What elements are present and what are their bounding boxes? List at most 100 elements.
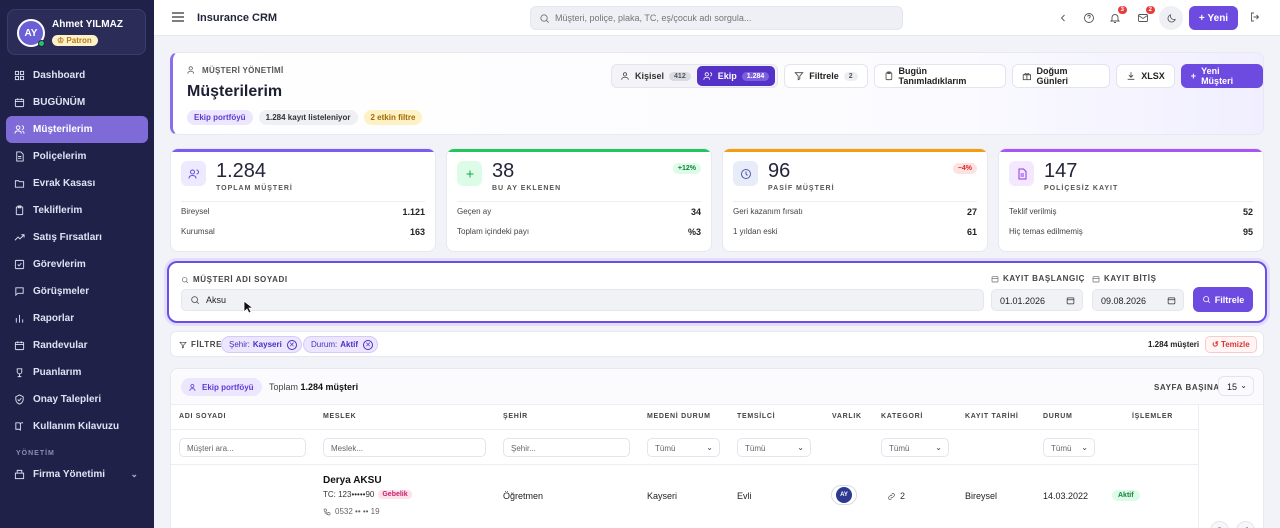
city-filter-input[interactable]: Şehir... bbox=[503, 438, 630, 457]
sidebar-item-kullanim-kilavuzu[interactable]: Kullanım Kılavuzu bbox=[6, 413, 148, 440]
column-header[interactable]: MESLEK bbox=[323, 413, 357, 420]
sidebar-item-policelerim[interactable]: Poliçelerim bbox=[6, 143, 148, 170]
today-label: Bugün Tanımladıklarım bbox=[898, 66, 967, 86]
marital-filter-select[interactable]: Tümü ⌄ bbox=[647, 438, 720, 457]
stat-row-key: Kurumsal bbox=[181, 227, 215, 236]
reset-icon: ↺ bbox=[1212, 340, 1221, 349]
filter-chip-city[interactable]: Şehir: Kayseri ✕ bbox=[221, 336, 302, 353]
calendar-icon bbox=[1092, 275, 1100, 282]
logout-button[interactable] bbox=[1249, 11, 1261, 26]
user-icon bbox=[621, 72, 629, 80]
sidebar-item-musterilerim[interactable]: Müşterilerim bbox=[6, 116, 148, 143]
job-filter-input[interactable]: Meslek... bbox=[323, 438, 486, 457]
sidebar-item-bugunum[interactable]: BUGÜNÜM bbox=[6, 89, 148, 116]
sidebar-item-satis-firsatlari[interactable]: Satış Fırsatları bbox=[6, 224, 148, 251]
apply-filter-button[interactable]: Filtrele bbox=[1193, 287, 1253, 312]
chip-key: Şehir: bbox=[229, 340, 250, 349]
label-text: KAYIT BAŞLANGIÇ bbox=[1003, 274, 1086, 283]
scope-personal-button[interactable]: Kişisel 412 bbox=[614, 66, 697, 86]
sidebar-item-dashboard[interactable]: Dashboard bbox=[6, 62, 148, 89]
menu-icon[interactable] bbox=[172, 12, 184, 22]
notifications-button[interactable]: 3 bbox=[1106, 6, 1127, 27]
stat-card-passive[interactable]: 96 PASİF MÜŞTERİ −4% Geri kazanım fırsat… bbox=[722, 148, 988, 252]
sidebar-item-label: Tekliflerim bbox=[33, 205, 83, 216]
messages-button[interactable]: 2 bbox=[1134, 6, 1155, 27]
today-added-button[interactable]: Bugün Tanımladıklarım bbox=[873, 64, 1006, 88]
customers-table: Ekip portföyü Toplam 1.284 müşteri SAYFA… bbox=[170, 368, 1264, 528]
column-header[interactable]: ADI SOYADI bbox=[179, 413, 227, 420]
stat-card-new[interactable]: 38 BU AY EKLENEN +12% Geçen ay 34 Toplam … bbox=[446, 148, 712, 252]
scope-team-button[interactable]: Ekip 1.284 bbox=[696, 66, 776, 86]
sidebar-item-evrak-kasasi[interactable]: Evrak Kasası bbox=[6, 170, 148, 197]
sidebar-item-label: Kullanım Kılavuzu bbox=[33, 421, 120, 432]
chat-icon bbox=[14, 286, 25, 297]
sidebar-item-gorevlerim[interactable]: Görevlerim bbox=[6, 251, 148, 278]
per-page-value: 15 bbox=[1227, 382, 1238, 392]
global-search[interactable] bbox=[530, 6, 903, 30]
new-button[interactable]: + Yeni bbox=[1189, 6, 1238, 30]
scope-personal-label: Kişisel bbox=[635, 71, 665, 81]
sidebar-item-tekliflerim[interactable]: Tekliflerim bbox=[6, 197, 148, 224]
search-input[interactable] bbox=[555, 10, 895, 26]
column-header[interactable]: VARLIK bbox=[832, 413, 862, 420]
filter-button[interactable]: Filtrele 2 bbox=[784, 64, 868, 88]
stat-label: POLİÇESİZ KAYIT bbox=[1044, 185, 1119, 192]
stat-card-no-policy[interactable]: 147 POLİÇESİZ KAYIT Teklif verilmiş 52 Hi… bbox=[998, 148, 1264, 252]
sidebar-item-firma-yonetimi[interactable]: Firma Yönetimi ⌄ bbox=[6, 461, 148, 488]
help-button[interactable] bbox=[1080, 9, 1098, 27]
column-header[interactable]: MEDENİ DURUM bbox=[647, 413, 711, 420]
collapse-button[interactable] bbox=[1054, 9, 1072, 27]
start-date-input[interactable]: 01.01.2026 bbox=[991, 289, 1083, 311]
user-card[interactable]: AY Ahmet YILMAZ ♔ Patron bbox=[7, 9, 146, 55]
view-button[interactable] bbox=[1210, 521, 1229, 528]
filter-chip-status[interactable]: Durum: Aktif ✕ bbox=[303, 336, 379, 353]
sidebar-item-onay-talepleri[interactable]: Onay Talepleri bbox=[6, 386, 148, 413]
customer-tag: Gebelik bbox=[378, 490, 412, 499]
name-search-input[interactable]: Aksu bbox=[181, 289, 984, 311]
stat-row-key: Geçen ay bbox=[457, 207, 492, 216]
status-filter-select[interactable]: Tümü ⌄ bbox=[1043, 438, 1095, 457]
filter-icon bbox=[794, 72, 804, 81]
select-value: Tümü bbox=[889, 444, 910, 453]
folder-icon bbox=[14, 178, 25, 189]
representative-avatar[interactable]: AY bbox=[831, 485, 857, 505]
new-customer-button[interactable]: + Yeni Müşteri bbox=[1180, 64, 1264, 88]
column-header[interactable]: KATEGORİ bbox=[881, 413, 924, 420]
avatar-initials: AY bbox=[836, 487, 852, 503]
column-header[interactable]: ŞEHİR bbox=[503, 413, 528, 420]
category-filter-select[interactable]: Tümü ⌄ bbox=[881, 438, 949, 457]
column-header[interactable]: DURUM bbox=[1043, 413, 1073, 420]
end-date-input[interactable]: 09.08.2026 bbox=[1092, 289, 1184, 311]
stat-card-total[interactable]: 1.284 TOPLAM MÜŞTERİ Bireysel 1.121 Kurum… bbox=[170, 148, 436, 252]
label-text: KAYIT BİTİŞ bbox=[1104, 274, 1157, 283]
start-date-label: KAYIT BAŞLANGIÇ bbox=[991, 274, 1085, 283]
stat-row-value: %3 bbox=[687, 227, 701, 237]
birthdays-button[interactable]: Doğum Günleri bbox=[1011, 64, 1111, 88]
clear-filters-button[interactable]: ↺ Temizle bbox=[1205, 336, 1257, 353]
asset-count-value: 2 bbox=[900, 491, 906, 501]
sidebar: AY Ahmet YILMAZ ♔ Patron Dashboard BUGÜN… bbox=[0, 0, 154, 528]
sidebar-item-gorusmeler[interactable]: Görüşmeler bbox=[6, 278, 148, 305]
gift-icon bbox=[1022, 72, 1031, 81]
edit-button[interactable] bbox=[1236, 521, 1255, 528]
column-header[interactable]: TEMSİLCİ bbox=[737, 413, 776, 420]
sidebar-item-raporlar[interactable]: Raporlar bbox=[6, 305, 148, 332]
scope-team-label: Ekip bbox=[717, 71, 737, 81]
rep-filter-select[interactable]: Tümü ⌄ bbox=[737, 438, 811, 457]
export-xlsx-button[interactable]: XLSX bbox=[1116, 64, 1175, 88]
moon-icon bbox=[1167, 13, 1176, 22]
calendar-icon bbox=[14, 340, 25, 351]
help-icon bbox=[1084, 13, 1094, 23]
sidebar-item-randevular[interactable]: Randevular bbox=[6, 332, 148, 359]
name-filter-input[interactable]: Müşteri ara... bbox=[179, 438, 306, 457]
sidebar-item-puanlarim[interactable]: Puanlarım bbox=[6, 359, 148, 386]
close-icon[interactable]: ✕ bbox=[363, 339, 374, 350]
actions-column bbox=[1198, 405, 1263, 528]
phone-icon bbox=[323, 508, 331, 515]
per-page-select[interactable]: 15 ⌄ bbox=[1218, 376, 1254, 396]
customer-name[interactable]: Derya AKSU bbox=[323, 475, 382, 486]
column-header[interactable]: KAYIT TARİHİ bbox=[965, 413, 1019, 420]
close-icon[interactable]: ✕ bbox=[286, 339, 297, 350]
theme-toggle[interactable] bbox=[1159, 6, 1183, 30]
portfolio-pill: Ekip portföyü bbox=[181, 378, 262, 396]
